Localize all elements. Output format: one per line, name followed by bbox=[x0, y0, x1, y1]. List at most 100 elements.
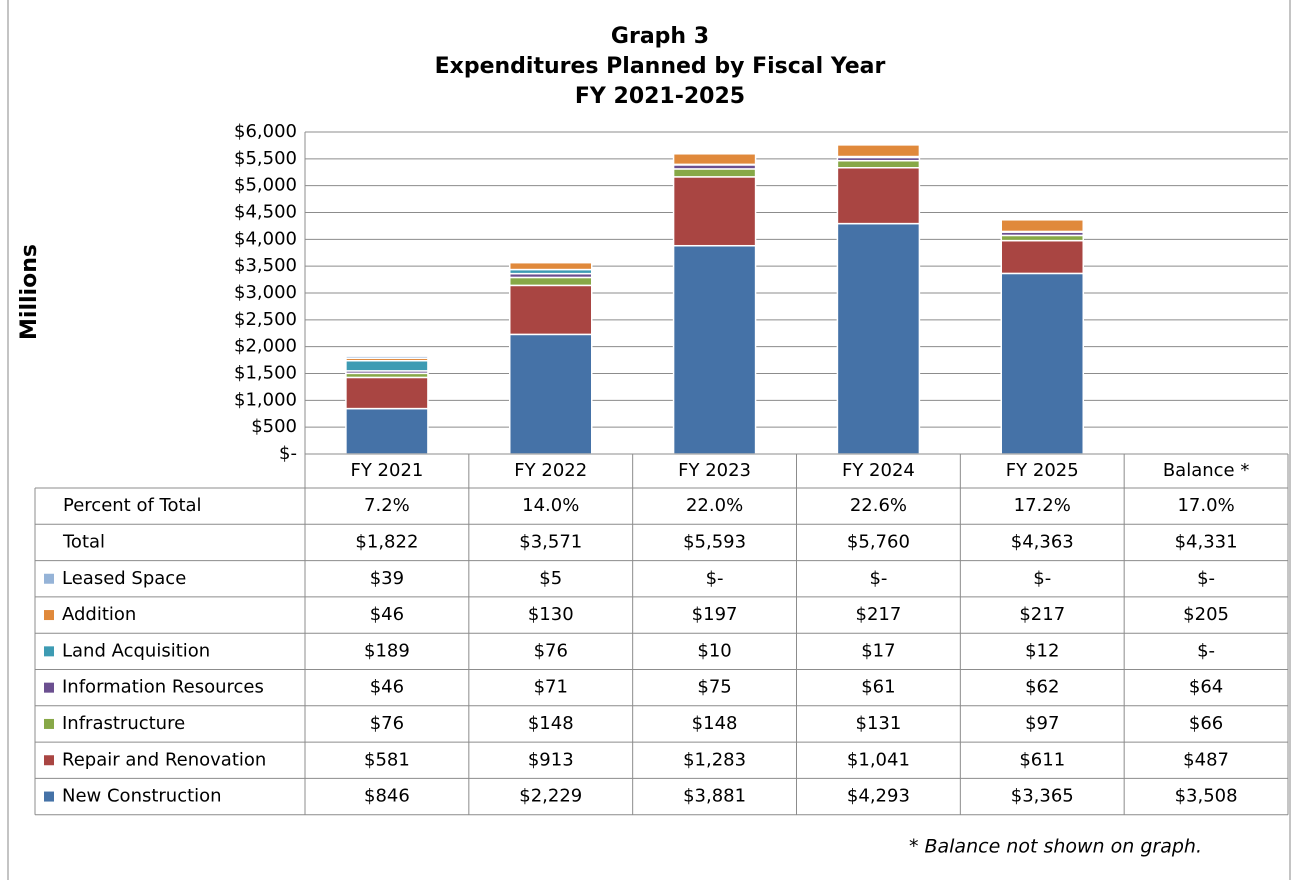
chart-title: Expenditures Planned by Fiscal Year bbox=[435, 54, 886, 79]
table-cell: $846 bbox=[364, 786, 410, 807]
y-tick-label: $3,000 bbox=[234, 282, 297, 303]
bar-segment bbox=[346, 377, 428, 408]
table-cell: $217 bbox=[856, 604, 902, 625]
bar-segment bbox=[837, 161, 919, 168]
bar-segment bbox=[837, 145, 919, 157]
bar-segment bbox=[674, 169, 756, 177]
bar-segment bbox=[1001, 241, 1083, 274]
table-cell: $75 bbox=[697, 677, 731, 698]
y-tick-label: $6,000 bbox=[234, 121, 297, 142]
bar-segment bbox=[346, 356, 428, 358]
table-cell: $205 bbox=[1183, 604, 1229, 625]
legend-label: Infrastructure bbox=[62, 713, 185, 734]
table-cell: $581 bbox=[364, 749, 410, 770]
table-cell: $46 bbox=[370, 604, 404, 625]
legend-label: Repair and Renovation bbox=[62, 749, 266, 770]
table-cell: $217 bbox=[1019, 604, 1065, 625]
table-cell: $3,365 bbox=[1011, 786, 1074, 807]
legend-label: Land Acquisition bbox=[62, 640, 210, 661]
bar-segment bbox=[1001, 220, 1083, 232]
table-cell: $- bbox=[1197, 640, 1215, 661]
table-cell: $130 bbox=[528, 604, 574, 625]
x-tick-label: FY 2024 bbox=[842, 460, 915, 481]
bar-segment bbox=[837, 168, 919, 224]
bar-segment bbox=[510, 263, 592, 270]
table-cell: $66 bbox=[1189, 713, 1223, 734]
legend-swatch bbox=[44, 755, 54, 765]
table-cell: $4,331 bbox=[1175, 531, 1238, 552]
legend-swatch bbox=[44, 646, 54, 656]
y-tick-label: $3,500 bbox=[234, 255, 297, 276]
table-cell: $17 bbox=[861, 640, 895, 661]
table-cell: $61 bbox=[861, 677, 895, 698]
table-cell: $2,229 bbox=[519, 786, 582, 807]
table-cell: $- bbox=[706, 568, 724, 589]
bar-segment bbox=[674, 154, 756, 165]
table-cell: $3,571 bbox=[519, 531, 582, 552]
table-cell: 17.0% bbox=[1177, 495, 1234, 516]
chart-title: FY 2021-2025 bbox=[575, 84, 745, 109]
legend-label: Information Resources bbox=[62, 677, 264, 698]
y-tick-label: $1,500 bbox=[234, 363, 297, 384]
table-cell: 7.2% bbox=[364, 495, 410, 516]
row-label: Total bbox=[62, 531, 105, 552]
y-tick-label: $4,000 bbox=[234, 228, 297, 249]
bar-segment bbox=[346, 361, 428, 371]
table-cell: $76 bbox=[534, 640, 568, 661]
table-cell: $4,293 bbox=[847, 786, 910, 807]
bar-segment bbox=[674, 246, 756, 454]
table-cell: $5,593 bbox=[683, 531, 746, 552]
legend-swatch bbox=[44, 792, 54, 802]
table-cell: 17.2% bbox=[1014, 495, 1071, 516]
table-cell: $- bbox=[869, 568, 887, 589]
footnote: * Balance not shown on graph. bbox=[909, 836, 1202, 858]
x-tick-label: FY 2023 bbox=[678, 460, 751, 481]
legend-swatch bbox=[44, 683, 54, 693]
table-cell: $1,041 bbox=[847, 749, 910, 770]
chart-title: Graph 3 bbox=[611, 24, 709, 49]
table-cell: $197 bbox=[692, 604, 738, 625]
y-tick-label: $2,500 bbox=[234, 309, 297, 330]
table-cell: $76 bbox=[370, 713, 404, 734]
table-cell: $611 bbox=[1019, 749, 1065, 770]
y-tick-label: $5,000 bbox=[234, 175, 297, 196]
table-cell: $10 bbox=[697, 640, 731, 661]
table-cell: $62 bbox=[1025, 677, 1059, 698]
table-cell: $- bbox=[1033, 568, 1051, 589]
table-cell: $- bbox=[1197, 568, 1215, 589]
table-cell: $487 bbox=[1183, 749, 1229, 770]
table-cell: $913 bbox=[528, 749, 574, 770]
bar-segment bbox=[674, 177, 756, 246]
table-cell: 22.6% bbox=[850, 495, 907, 516]
table-cell: 22.0% bbox=[686, 495, 743, 516]
bar-segment bbox=[510, 334, 592, 454]
table-cell: $1,283 bbox=[683, 749, 746, 770]
legend-swatch bbox=[44, 574, 54, 584]
bar-segment bbox=[346, 409, 428, 454]
table-cell: $131 bbox=[856, 713, 902, 734]
bar-segment bbox=[1001, 273, 1083, 454]
bar-segment bbox=[1001, 235, 1083, 240]
legend-label: Addition bbox=[62, 604, 136, 625]
table-cell: $4,363 bbox=[1011, 531, 1074, 552]
x-tick-label: FY 2021 bbox=[350, 460, 423, 481]
table-cell: $1,822 bbox=[355, 531, 418, 552]
y-tick-label: $4,500 bbox=[234, 202, 297, 223]
y-tick-label: $1,000 bbox=[234, 389, 297, 410]
y-tick-label: $2,000 bbox=[234, 336, 297, 357]
table-cell: $5 bbox=[539, 568, 562, 589]
table-cell: $148 bbox=[528, 713, 574, 734]
legend-label: Leased Space bbox=[62, 568, 186, 589]
row-label: Percent of Total bbox=[63, 495, 202, 516]
table-cell: $148 bbox=[692, 713, 738, 734]
table-cell: $46 bbox=[370, 677, 404, 698]
table-cell: $97 bbox=[1025, 713, 1059, 734]
y-axis-label: Millions bbox=[17, 244, 42, 340]
table-cell: $5,760 bbox=[847, 531, 910, 552]
bar-segment bbox=[510, 277, 592, 285]
table-cell: $39 bbox=[370, 568, 404, 589]
legend-swatch bbox=[44, 719, 54, 729]
bar-segment bbox=[837, 224, 919, 454]
table-cell: 14.0% bbox=[522, 495, 579, 516]
